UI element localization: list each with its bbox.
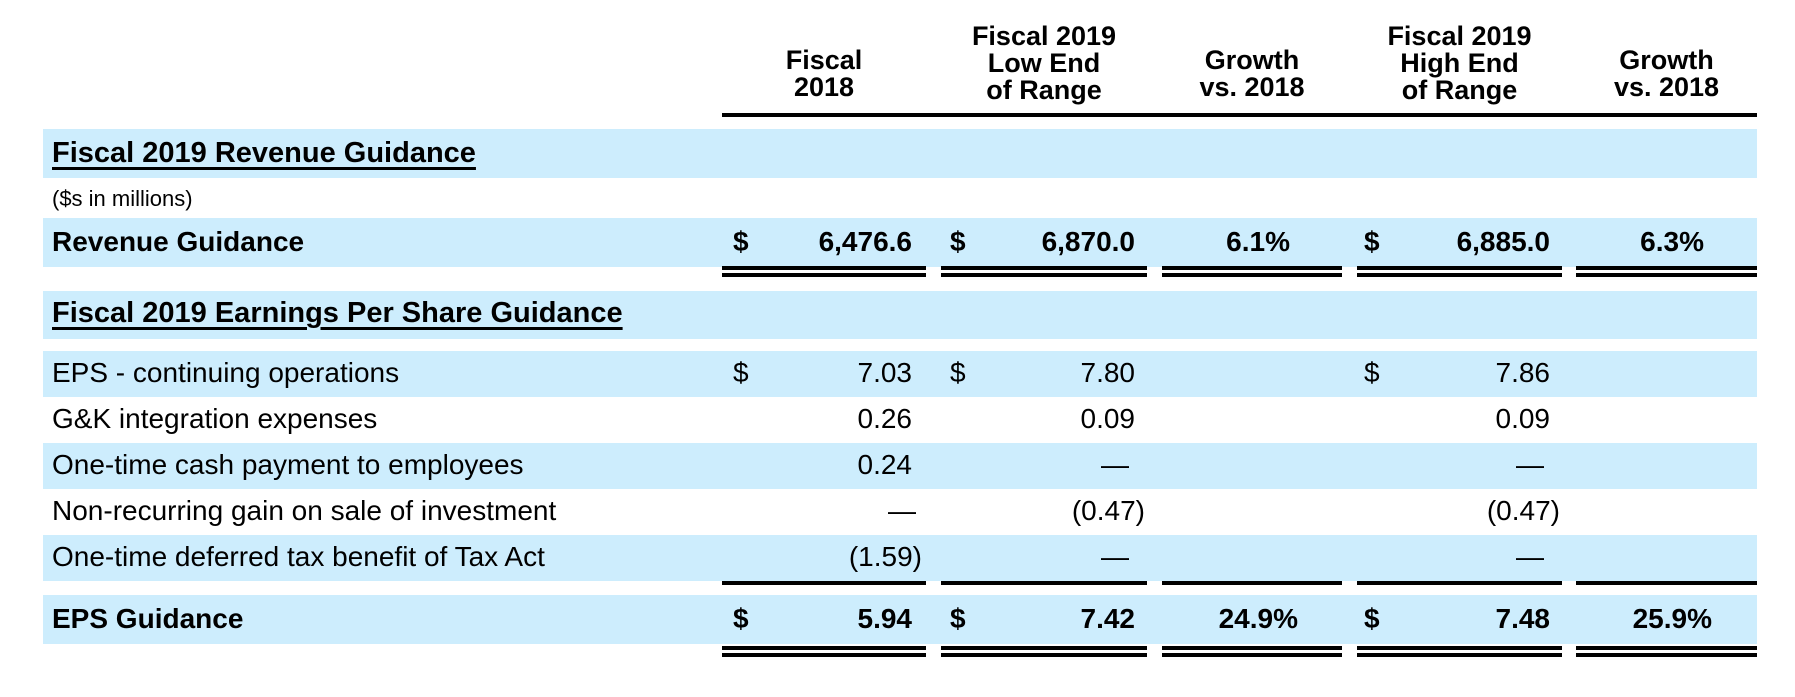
cell-fy2018: — xyxy=(888,495,916,526)
cell-low: — xyxy=(1101,541,1129,572)
subtotal-rule xyxy=(1576,581,1757,585)
currency-symbol: $ xyxy=(1364,357,1380,388)
cell-high: 6,885.0 xyxy=(1456,226,1550,257)
cell-fy2018: 0.24 xyxy=(857,449,913,480)
currency-symbol: $ xyxy=(950,226,966,257)
revenue-section-title: Fiscal 2019 Revenue Guidance xyxy=(52,137,476,169)
header-line: Low End xyxy=(987,48,1101,78)
cell-fy2018: (1.59) xyxy=(848,541,922,572)
cell-high: — xyxy=(1516,541,1544,572)
double-rule xyxy=(1357,646,1562,657)
row-label: EPS Guidance xyxy=(52,603,244,634)
double-rule xyxy=(941,266,1147,277)
row-label: Non-recurring gain on sale of investment xyxy=(52,495,557,526)
cell-fy2018: 0.26 xyxy=(857,403,913,434)
cell-high-growth: 25.9% xyxy=(1632,603,1712,634)
header-line: Growth xyxy=(1619,45,1714,75)
double-rule xyxy=(1162,646,1342,657)
cell-high-growth: 6.3% xyxy=(1640,226,1704,257)
double-rule xyxy=(1576,646,1757,657)
subtotal-rule xyxy=(1357,581,1562,585)
currency-symbol: $ xyxy=(733,226,749,257)
cell-low: 0.09 xyxy=(1080,403,1136,434)
eps-row-band xyxy=(43,351,1757,397)
double-rule xyxy=(1576,266,1757,277)
eps-row-band xyxy=(43,443,1757,489)
row-label: One-time cash payment to employees xyxy=(52,449,524,480)
double-rule xyxy=(941,646,1147,657)
col-header-fiscal-2018: Fiscal 2018 xyxy=(722,47,926,101)
cell-high: 7.86 xyxy=(1495,357,1551,388)
col-header-growth-low: Growth vs. 2018 xyxy=(1162,47,1342,101)
subtotal-rule xyxy=(1162,581,1342,585)
double-rule xyxy=(1357,266,1562,277)
subtotal-rule xyxy=(941,581,1147,585)
cell-high: 0.09 xyxy=(1495,403,1551,434)
cell-low: 7.80 xyxy=(1080,357,1136,388)
header-line: 2018 xyxy=(793,72,855,102)
currency-symbol: $ xyxy=(950,357,966,388)
cell-fy2018: 6,476.6 xyxy=(818,226,912,257)
row-label: G&K integration expenses xyxy=(52,403,378,434)
cell-fy2018: 5.94 xyxy=(857,603,913,634)
eps-total-band xyxy=(43,595,1757,644)
col-header-high-end: Fiscal 2019 High End of Range xyxy=(1357,23,1562,104)
col-header-low-end: Fiscal 2019 Low End of Range xyxy=(941,23,1147,104)
cell-low: 6,870.0 xyxy=(1041,226,1135,257)
eps-row-band xyxy=(43,535,1757,581)
col-header-growth-high: Growth vs. 2018 xyxy=(1576,47,1757,101)
cell-low-growth: 6.1% xyxy=(1226,226,1290,257)
currency-symbol: $ xyxy=(1364,603,1380,634)
double-rule xyxy=(722,646,926,657)
cell-low: — xyxy=(1101,449,1129,480)
header-line: vs. 2018 xyxy=(1613,72,1720,102)
currency-symbol: $ xyxy=(733,357,749,388)
row-label: Revenue Guidance xyxy=(52,226,305,257)
header-line: High End xyxy=(1400,48,1519,78)
header-line: Fiscal 2019 xyxy=(1387,21,1532,51)
double-rule xyxy=(1162,266,1342,277)
cell-fy2018: 7.03 xyxy=(857,357,913,388)
header-line: vs. 2018 xyxy=(1199,72,1305,102)
header-line: Fiscal xyxy=(785,45,863,75)
eps-header-band xyxy=(43,291,1757,339)
cell-low-growth: 24.9% xyxy=(1218,603,1298,634)
currency-symbol: $ xyxy=(1364,226,1380,257)
header-line: Fiscal 2019 xyxy=(971,21,1117,51)
header-rule xyxy=(722,113,1757,117)
double-rule xyxy=(722,266,926,277)
eps-section-title: Fiscal 2019 Earnings Per Share Guidance xyxy=(52,297,623,329)
cell-high: (0.47) xyxy=(1486,495,1560,526)
cell-low: 7.42 xyxy=(1080,603,1136,634)
currency-symbol: $ xyxy=(733,603,749,634)
row-label: One-time deferred tax benefit of Tax Act xyxy=(52,541,545,572)
revenue-row-band xyxy=(43,218,1757,267)
cell-high: 7.48 xyxy=(1495,603,1551,634)
row-label: EPS - continuing operations xyxy=(52,357,400,388)
cell-high: — xyxy=(1516,449,1544,480)
cell-low: (0.47) xyxy=(1071,495,1145,526)
header-line: Growth xyxy=(1204,45,1300,75)
subtotal-rule xyxy=(722,581,926,585)
currency-symbol: $ xyxy=(950,603,966,634)
header-line: of Range xyxy=(986,75,1102,105)
units-note: ($s in millions) xyxy=(52,186,193,211)
revenue-header-band xyxy=(43,129,1757,178)
header-line: of Range xyxy=(1401,75,1518,105)
